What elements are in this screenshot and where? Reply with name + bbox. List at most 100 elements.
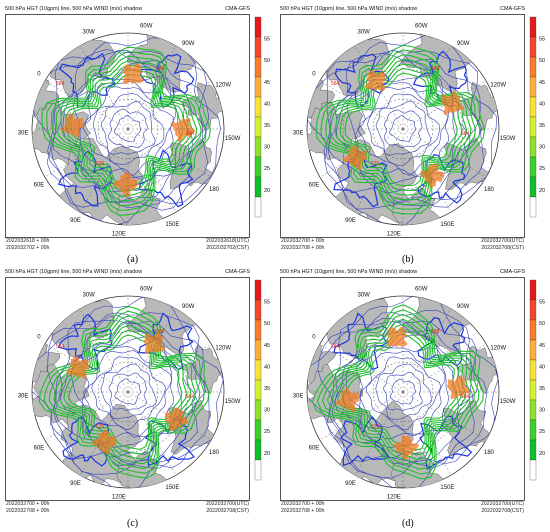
colorbar: 55 50 45 40 35 30 25 20 — [254, 14, 275, 220]
forecast-time-cst: 2022032702 + 00h — [6, 244, 50, 251]
colorbar-swatch — [529, 56, 537, 78]
longitude-label: 60W — [415, 287, 428, 293]
colorbar-swatch — [254, 56, 262, 78]
map-frame: 584 588 576 584 60W 90W 120W 150W 180 150E 120E 90E… — [5, 14, 250, 238]
map-frame: 584 588 576 584 60W 90W 120W 150W 180 150E 120E 90E… — [5, 277, 250, 501]
wind-core — [446, 375, 471, 400]
model-source: CMA-GFS — [225, 6, 250, 12]
wind-core — [164, 407, 188, 431]
longitude-label: 90W — [182, 304, 195, 310]
longitude-label: 180 — [484, 187, 495, 193]
colorbar-tick-label: 35 — [539, 386, 545, 392]
contour-label: 584 — [461, 131, 470, 137]
longitude-label: 90W — [457, 304, 470, 310]
wind-core — [342, 144, 368, 171]
colorbar-swatch — [529, 339, 537, 361]
longitude-label: 30W — [82, 293, 95, 299]
panel-caption: (b) — [402, 254, 414, 265]
longitude-label: 60E — [34, 183, 45, 189]
colorbar-swatch — [529, 96, 537, 118]
longitude-label: 90E — [345, 481, 356, 487]
panel-header: 500 hPa HGT (10gpm) line, 500 hPa WIND (… — [280, 267, 525, 277]
forecast-time-utc: 2022032700 + 00h — [281, 238, 325, 244]
longitude-label: 150W — [500, 136, 516, 142]
colorbar-tick-label: 45 — [264, 343, 270, 349]
valid-time-utc: 2022032618(UTC) — [206, 238, 249, 244]
colorbar-tick-label: 50 — [539, 321, 545, 327]
longitude-label: 120W — [215, 83, 231, 89]
longitude-label: 60E — [34, 446, 45, 452]
map-title: 500 hPa HGT (10gpm) line, 500 hPa WIND (… — [5, 269, 143, 275]
colorbar-tick-label: 30 — [264, 408, 270, 414]
panel-caption: (d) — [402, 518, 414, 529]
contour-label: 576 — [96, 161, 105, 167]
colorbar-swatch — [254, 36, 262, 58]
colorbar-swatch — [254, 339, 262, 361]
colorbar-swatch — [254, 399, 262, 421]
colorbar-tick-label: 40 — [264, 101, 270, 107]
coastline — [57, 150, 113, 207]
longitude-label: 150E — [165, 222, 179, 228]
valid-time-utc: 2022032700(UTC) — [481, 501, 524, 507]
longitude-label: 120E — [387, 232, 401, 238]
colorbar-tick-label: 25 — [539, 166, 545, 172]
contour-label: 584 — [56, 81, 65, 87]
polar-stereographic-map: 584 588 576 584 60W 90W 120W 150W 180 150E 120E 90E… — [293, 24, 516, 238]
model-source: CMA-GFS — [500, 6, 525, 12]
colorbar-tick-label: 40 — [264, 364, 270, 370]
panel-caption: (a) — [127, 254, 139, 265]
contour-label: 584 — [186, 131, 195, 137]
longitude-label: 60W — [140, 24, 153, 30]
colorbar-tick-label: 50 — [539, 58, 545, 64]
colorbar-swatch — [254, 459, 262, 481]
longitude-label: 60W — [140, 287, 153, 293]
longitude-label: 150E — [165, 485, 179, 491]
colorbar-swatch — [529, 116, 537, 138]
colorbar-swatch — [529, 419, 537, 441]
colorbar-swatch — [529, 36, 537, 58]
colorbar-tick-label: 30 — [539, 145, 545, 151]
polar-stereographic-map: 584 588 576 584 60W 90W 120W 150W 180 150E 120E 90E… — [18, 24, 241, 238]
colorbar-swatch — [529, 319, 537, 341]
colorbar-tick-label: 50 — [264, 58, 270, 64]
colorbar-tick-label: 20 — [264, 451, 270, 457]
coastline — [419, 415, 473, 470]
longitude-label: 0 — [37, 334, 41, 340]
colorbar-tick-label: 55 — [264, 300, 270, 306]
longitude-label: 120E — [112, 232, 126, 238]
model-source: CMA-GFS — [500, 269, 525, 275]
panel-header: 500 hPa HGT (10gpm) line, 500 hPa WIND (… — [280, 4, 525, 14]
valid-time-cst: 2022032708(CST) — [206, 507, 249, 514]
longitude-label: 120E — [387, 495, 401, 501]
colorbar-tick-label: 50 — [264, 321, 270, 327]
wind-core — [92, 429, 117, 455]
wind-core — [122, 63, 144, 85]
longitude-label: 180 — [209, 450, 220, 456]
longitude-label: 60W — [415, 24, 428, 30]
longitude-label: 30E — [18, 394, 29, 400]
longitude-label: 90E — [70, 481, 81, 487]
colorbar-swatch — [254, 299, 262, 321]
polar-stereographic-map: 584 588 576 584 60W 90W 120W 150W 180 150E 120E 90E… — [293, 287, 516, 501]
longitude-label: 60E — [309, 446, 320, 452]
map-frame: 584 588 576 584 60W 90W 120W 150W 180 150E 120E 90E… — [280, 14, 525, 238]
contour-label: 588 — [431, 329, 440, 335]
map-title: 500 hPa HGT (10gpm) line, 500 hPa WIND (… — [5, 6, 143, 12]
coastline — [333, 312, 389, 371]
colorbar-swatch — [254, 419, 262, 441]
colorbar-tick-label: 20 — [264, 188, 270, 194]
longitude-label: 90W — [457, 41, 470, 47]
wind-jet-contour — [316, 309, 480, 475]
map-panel-b: 500 hPa HGT (10gpm) line, 500 hPa WIND (… — [280, 4, 550, 251]
contour-label: 584 — [461, 394, 470, 400]
colorbar-tick-label: 30 — [264, 145, 270, 151]
contour-label: 588 — [156, 66, 165, 72]
colorbar-swatch — [254, 156, 262, 178]
polar-stereographic-map: 584 588 576 584 60W 90W 120W 150W 180 150E 120E 90E… — [18, 287, 241, 501]
valid-time-cst: 2022032708(CST) — [481, 244, 524, 251]
longitude-label: 150W — [225, 399, 241, 405]
map-panel-d: 500 hPa HGT (10gpm) line, 500 hPa WIND (… — [280, 267, 550, 514]
longitude-label: 30W — [357, 293, 370, 299]
colorbar-tick-label: 20 — [539, 188, 545, 194]
wind-core — [170, 117, 196, 142]
